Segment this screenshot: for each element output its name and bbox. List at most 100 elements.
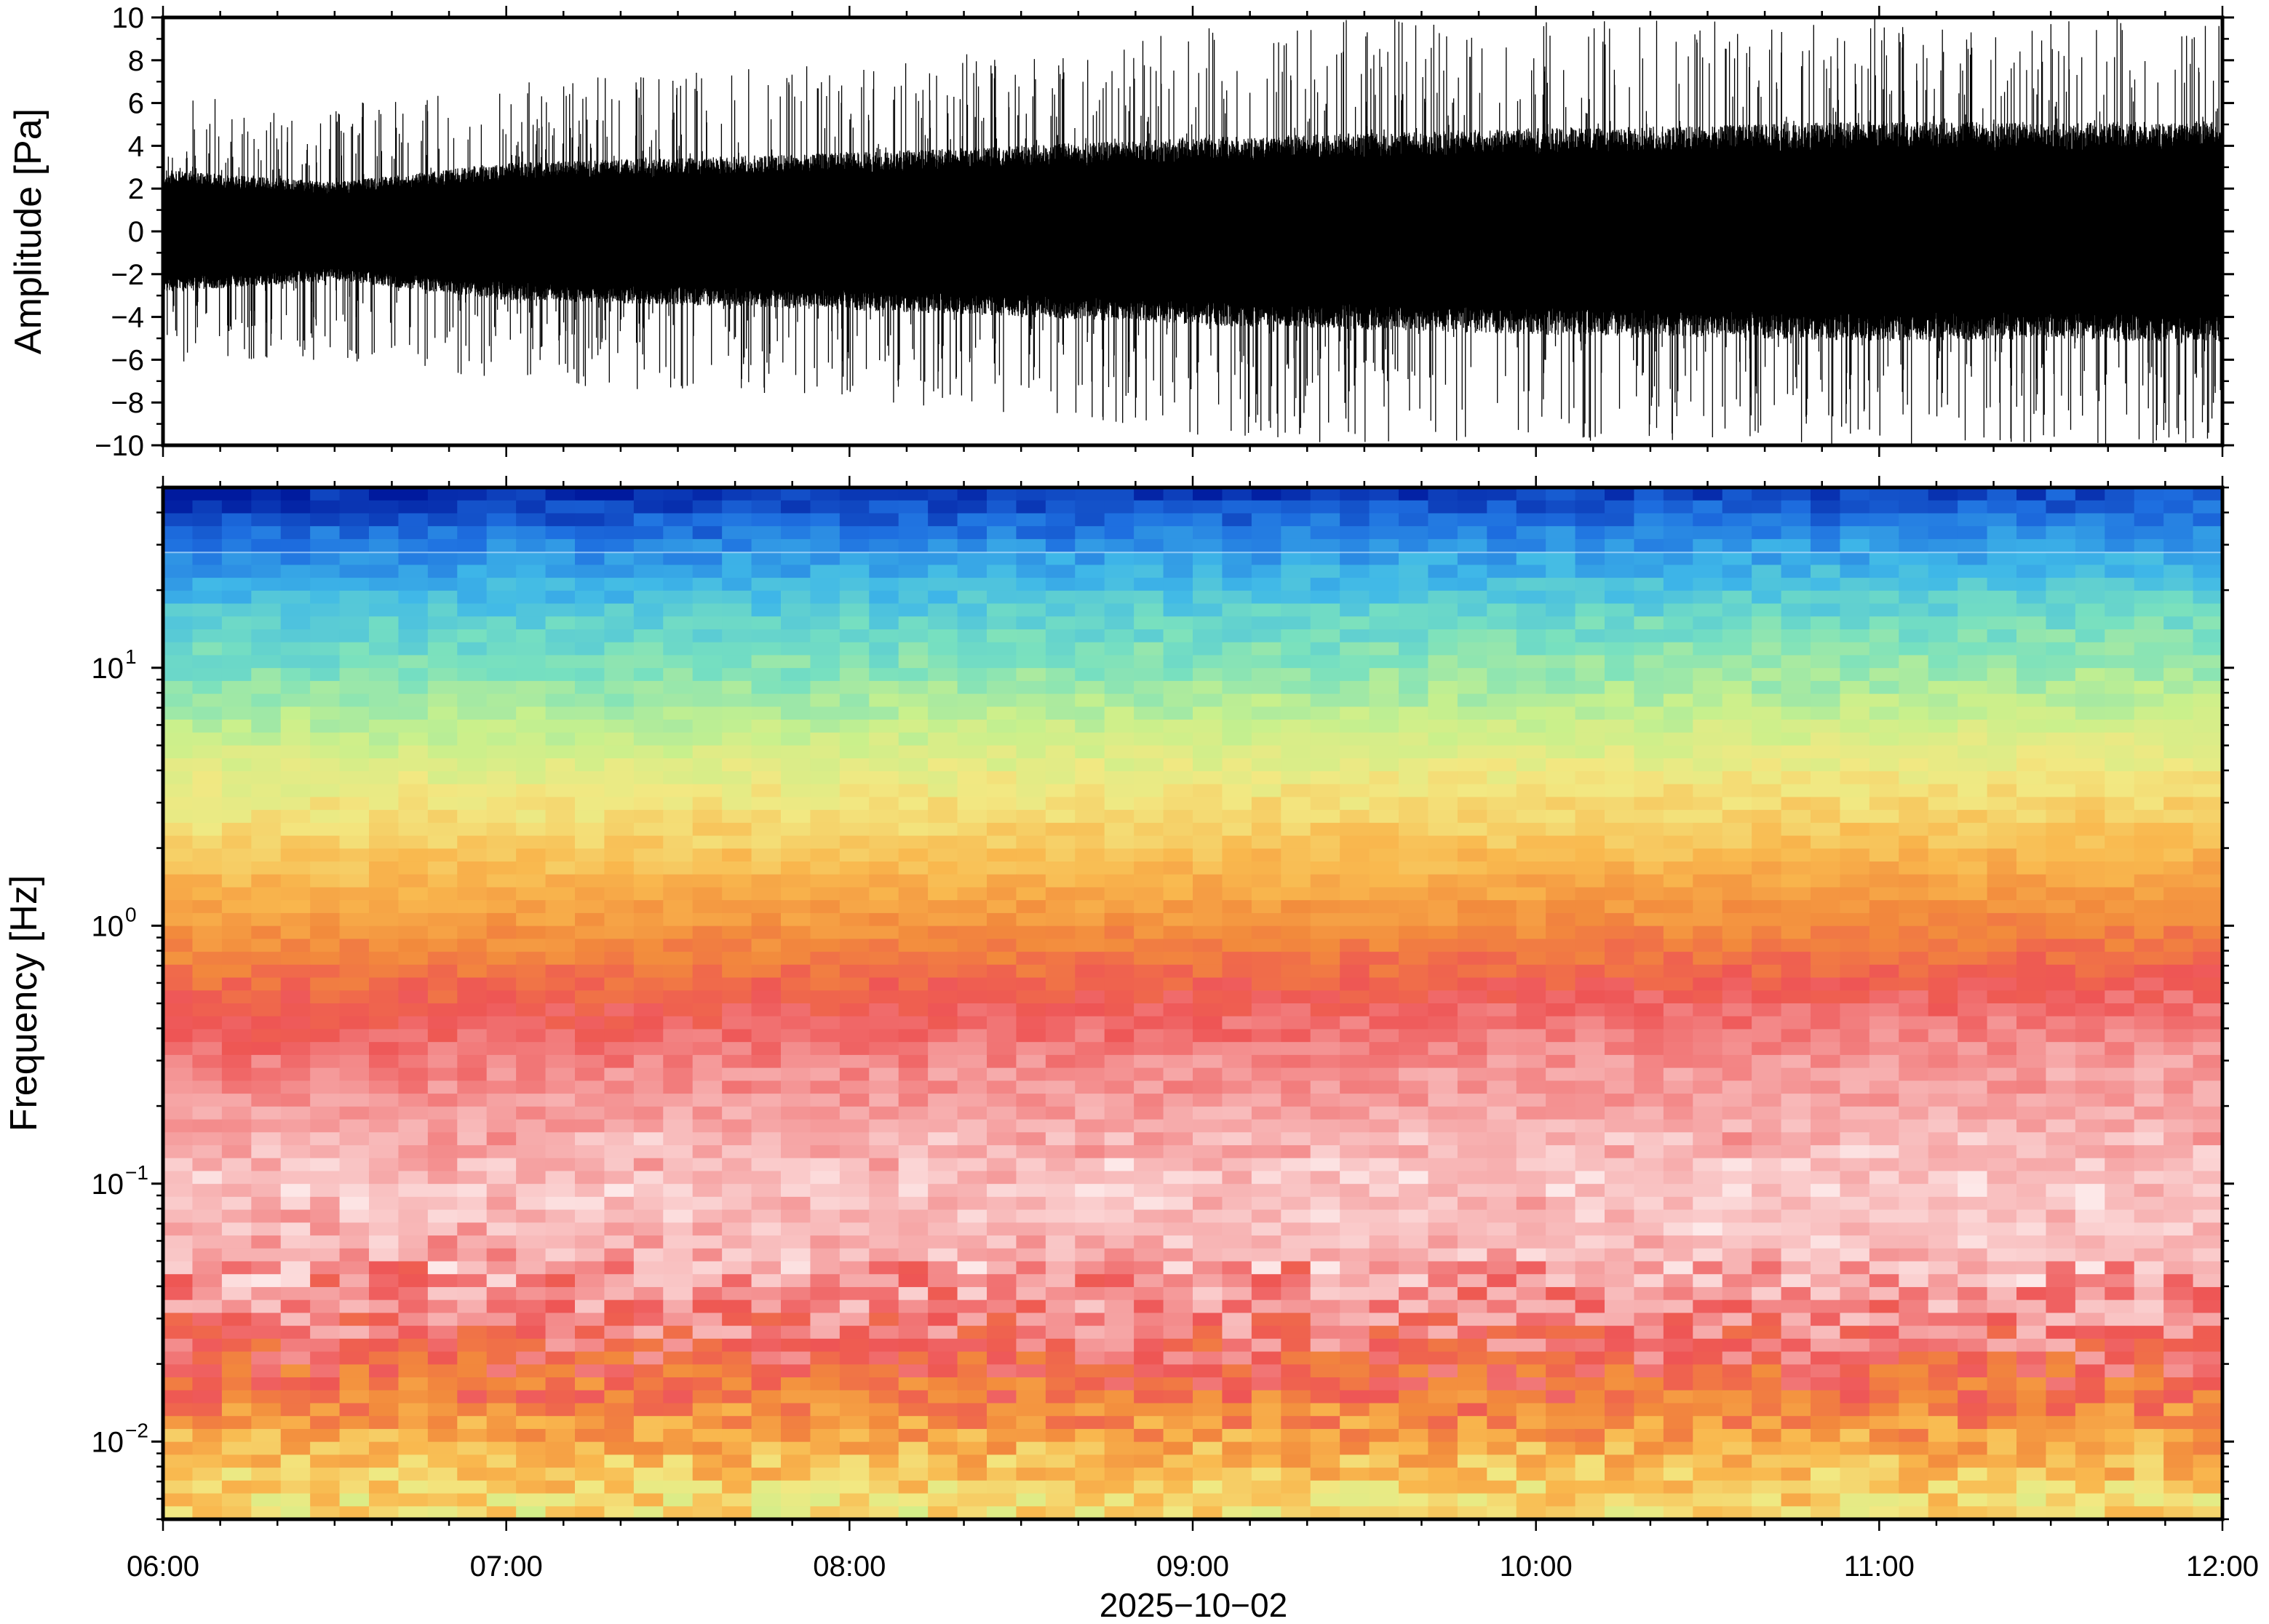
spectrogram-cell [1693,1067,1723,1081]
spectrogram-cell [1693,706,1723,720]
spectrogram-cell [1693,771,1723,785]
spectrogram-cell [2075,822,2105,837]
spectrogram-cell [516,538,547,553]
spectrogram-cell [604,874,635,888]
spectrogram-cell [1134,1286,1164,1301]
spectrogram-cell [1399,810,1429,824]
spectrogram-cell [1399,538,1429,553]
spectrogram-cell [2134,642,2164,656]
spectrogram-cell [1310,1209,1340,1223]
spectrogram-cell [1634,1042,1664,1056]
spectrogram-cell [1811,1042,1841,1056]
spectrogram-cell [1457,758,1487,772]
spectrogram-cell [1016,1248,1046,1262]
spectrogram-cell [1310,926,1340,939]
spectrogram-cell [1546,745,1576,759]
spectrogram-cell [1369,1326,1399,1340]
spectrogram-cell [1281,990,1311,1004]
spectrogram-cell [1163,874,1193,888]
spectrogram-cell [810,1042,841,1056]
spectrogram-cell [869,1299,899,1313]
spectrogram-cell [869,642,899,656]
spectrogram-cell [457,526,488,540]
spectrogram-cell [163,939,194,952]
spectrogram-cell [1722,1248,1752,1262]
spectrogram-cell [192,1145,223,1159]
spectrogram-cell [1516,900,1546,914]
spectrogram-cell [1193,771,1223,785]
spectrogram-cell [2105,861,2135,875]
spectrogram-cell [1605,500,1635,514]
spectrogram-cell [987,874,1017,888]
spectrogram-cell [310,1261,341,1275]
spectrogram-cell [251,900,282,914]
spectrogram-cell [1340,1364,1370,1378]
spectrogram-cell [1457,1196,1487,1211]
spectrogram-cell [869,1261,899,1275]
spectrogram-cell [692,616,723,630]
spectrogram-cell [221,538,252,553]
spectrogram-cell [839,900,870,914]
spectrogram-cell [1369,1299,1399,1313]
spectrogram-cell [839,874,870,888]
spectrogram-cell [1634,874,1664,888]
spectrogram-cell [545,964,576,979]
spectrogram-cell [1075,926,1105,939]
spectrogram-cell [1340,732,1370,747]
spectrogram-cell [722,874,752,888]
spectrogram-cell [545,1158,576,1172]
spectrogram-cell [310,810,341,824]
spectrogram-cell [516,887,547,901]
spectrogram-cell [1045,835,1076,849]
spectrogram-cell [1928,680,1958,695]
spectrogram-cell [516,578,547,592]
spectrogram-cell [928,1106,958,1121]
spectrogram-cell [545,629,576,643]
spectrogram-cell [1516,848,1546,862]
spectrogram-cell [339,848,370,862]
spectrogram-cell [663,1029,694,1043]
spectrogram-cell [1722,822,1752,837]
spectrogram-cell [457,732,488,747]
spectrogram-cell [1634,693,1664,707]
spectrogram-cell [339,1158,370,1172]
spectrogram-cell [398,952,429,966]
spectrogram-cell [1516,861,1546,875]
spectrogram-cell [516,926,547,939]
spectrogram-cell [1134,797,1164,811]
spectrogram-cell [604,1158,635,1172]
spectrogram-cell [192,1119,223,1133]
spectrogram-cell [1457,952,1487,966]
spectrogram-cell [251,655,282,669]
spectrogram-cell [1693,1299,1723,1313]
spectrogram-cell [1428,526,1458,540]
spectrogram-cell [2075,874,2105,888]
spectrogram-cell [1899,1106,1929,1121]
spectrogram-cell [192,874,223,888]
spectrogram-cell [1340,1171,1370,1185]
spectrogram-cell [663,513,694,527]
spectrogram-cell [2134,861,2164,875]
spectrogram-cell [839,745,870,759]
spectrogram-cell [1163,1299,1193,1313]
spectrogram-cell [1340,912,1370,927]
spectrogram-cell [1987,513,2017,527]
spectrogram-cell [839,771,870,785]
spectrogram-cell [339,1351,370,1365]
spectrogram-cell [1399,1338,1429,1353]
spectrogram-cell [1752,990,1782,1004]
spectrogram-cell [928,1248,958,1262]
spectrogram-cell [633,732,664,747]
spectrogram-cell [163,655,194,669]
spectrogram-cell [1958,1184,1988,1198]
spectrogram-cell [1016,912,1046,927]
spectrogram-cell [781,1094,811,1107]
spectrogram-cell [839,1171,870,1185]
spectrogram-cell [398,900,429,914]
spectrogram-cell [957,952,988,966]
spectrogram-cell [192,1003,223,1017]
spectrogram-cell [1928,964,1958,979]
spectrogram-cell [1251,680,1281,695]
spectrogram-cell [1811,887,1841,901]
spectrogram-cell [1075,1184,1105,1198]
